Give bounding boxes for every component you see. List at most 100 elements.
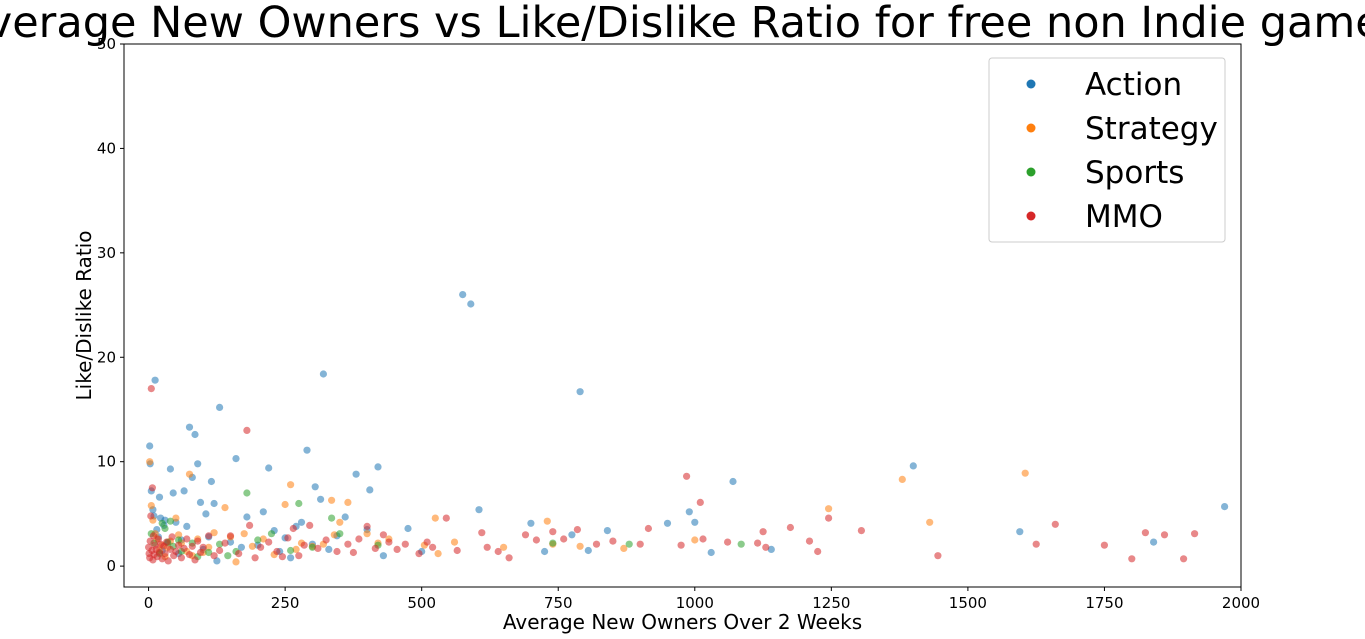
point-mmo-88 [724,538,732,546]
y-tick-label: 50 [97,35,116,53]
legend-marker-sports [1026,167,1036,177]
point-sports-23 [336,530,344,538]
point-action-14 [166,465,174,473]
point-mmo-58 [349,548,357,557]
point-sports-8 [175,536,183,544]
point-mmo-105 [1191,530,1199,538]
point-action-36 [243,513,251,521]
point-action-64 [527,519,535,527]
point-action-43 [287,554,295,562]
point-action-69 [603,527,612,535]
point-mmo-102 [1141,529,1149,537]
point-action-0 [146,442,154,450]
point-mmo-74 [505,554,513,562]
point-mmo-95 [825,514,833,522]
point-action-56 [366,486,374,494]
point-strategy-50 [825,505,833,513]
point-strategy-1 [147,502,155,510]
point-strategy-22 [232,558,240,566]
point-sports-22 [328,514,336,522]
point-mmo-66 [415,550,423,558]
point-mmo-76 [532,536,541,544]
point-action-50 [319,370,327,378]
points-layer [145,291,1229,566]
point-mmo-48 [278,553,286,561]
point-strategy-44 [500,543,508,551]
point-mmo-73 [494,547,502,556]
point-sports-18 [267,530,276,538]
point-strategy-48 [620,544,628,553]
x-tick-label: 0 [144,594,154,612]
point-mmo-15 [155,548,164,557]
legend-label-mmo: MMO [1085,199,1163,235]
point-mmo-60 [363,522,371,531]
point-action-75 [767,545,775,554]
point-mmo-103 [1160,531,1169,539]
x-tick-label: 1250 [812,594,850,612]
ticks-layer: 0 250 500 750 1000 1250 1500 1750 2000 0 10 20 30 40 5… [97,35,1260,612]
point-action-19 [180,487,188,495]
point-mmo-56 [333,547,341,556]
point-mmo-98 [1032,540,1040,548]
x-tick-label: 750 [544,594,573,612]
point-mmo-52 [300,541,308,549]
point-mmo-61 [371,544,379,553]
point-mmo-25 [172,547,180,556]
point-action-35 [237,543,245,551]
point-action-63 [475,506,483,514]
legend-marker-strategy [1026,123,1036,133]
point-mmo-28 [180,544,188,553]
point-mmo-59 [355,535,363,543]
point-action-67 [576,388,584,396]
point-mmo-7 [148,484,156,492]
point-mmo-90 [759,528,767,536]
point-sports-27 [737,540,745,548]
point-mmo-96 [857,527,866,535]
point-strategy-18 [205,543,213,551]
point-strategy-25 [259,535,267,543]
point-mmo-21 [164,557,172,565]
point-action-33 [226,538,235,546]
point-sports-21 [308,543,316,551]
point-mmo-89 [754,539,762,547]
y-tick-label: 40 [97,139,116,157]
point-mmo-86 [696,498,704,506]
point-action-68 [584,546,592,555]
x-tick-label: 250 [271,594,300,612]
point-strategy-23 [240,530,248,538]
point-strategy-27 [281,500,289,509]
point-mmo-45 [257,543,265,551]
point-mmo-87 [699,535,707,543]
point-strategy-0 [146,458,154,466]
plot-frame [123,43,1242,588]
point-action-24 [194,460,202,468]
point-mmo-62 [379,531,387,539]
point-mmo-70 [453,546,461,555]
point-mmo-50 [289,524,297,533]
point-action-48 [311,483,319,491]
point-strategy-33 [328,496,336,504]
point-action-38 [259,508,267,516]
legend-box [988,57,1226,243]
point-action-73 [707,548,715,557]
legend-label-strategy: Strategy [1085,111,1218,147]
point-action-57 [374,463,382,471]
point-action-51 [325,545,333,554]
point-action-5 [151,376,159,384]
point-strategy-42 [434,550,442,558]
point-action-34 [232,455,240,463]
point-action-77 [1016,528,1024,536]
point-strategy-35 [336,518,344,526]
point-mmo-67 [423,538,431,546]
point-strategy-29 [292,545,300,554]
point-mmo-84 [677,541,685,549]
point-action-8 [155,493,164,501]
point-strategy-52 [926,518,934,526]
point-action-71 [685,508,693,516]
point-strategy-53 [1021,469,1029,477]
point-mmo-72 [483,543,491,551]
point-strategy-24 [248,542,256,550]
point-mmo-68 [429,543,437,551]
point-mmo-91 [762,543,770,551]
point-mmo-55 [322,536,330,544]
